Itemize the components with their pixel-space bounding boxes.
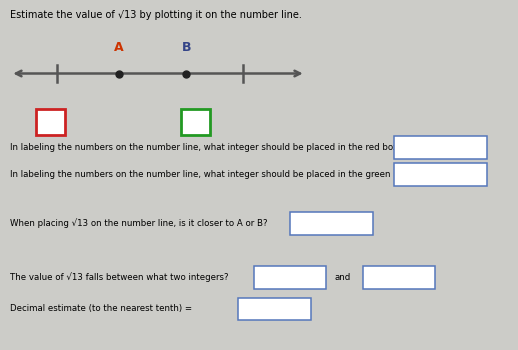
Bar — [363, 266, 435, 289]
Text: B: B — [182, 41, 191, 54]
Bar — [290, 212, 373, 235]
Text: I: I — [415, 143, 419, 153]
Bar — [254, 266, 326, 289]
Text: and: and — [334, 273, 350, 282]
Bar — [394, 136, 487, 159]
Text: In labeling the numbers on the number line, what integer should be placed in the: In labeling the numbers on the number li… — [10, 143, 450, 152]
Bar — [181, 108, 210, 135]
Text: When placing √13 on the number line, is it closer to A or B?: When placing √13 on the number line, is … — [10, 218, 268, 228]
Text: Decimal estimate (to the nearest tenth) =: Decimal estimate (to the nearest tenth) … — [10, 304, 193, 313]
Bar — [238, 298, 311, 320]
Text: Estimate the value of √13 by plotting it on the number line.: Estimate the value of √13 by plotting it… — [10, 10, 302, 21]
Text: In labeling the numbers on the number line, what integer should be placed in the: In labeling the numbers on the number li… — [10, 170, 467, 179]
Text: The value of √13 falls between what two integers?: The value of √13 falls between what two … — [10, 272, 229, 282]
Bar — [394, 163, 487, 186]
Bar — [36, 108, 65, 135]
Text: A: A — [114, 41, 124, 54]
